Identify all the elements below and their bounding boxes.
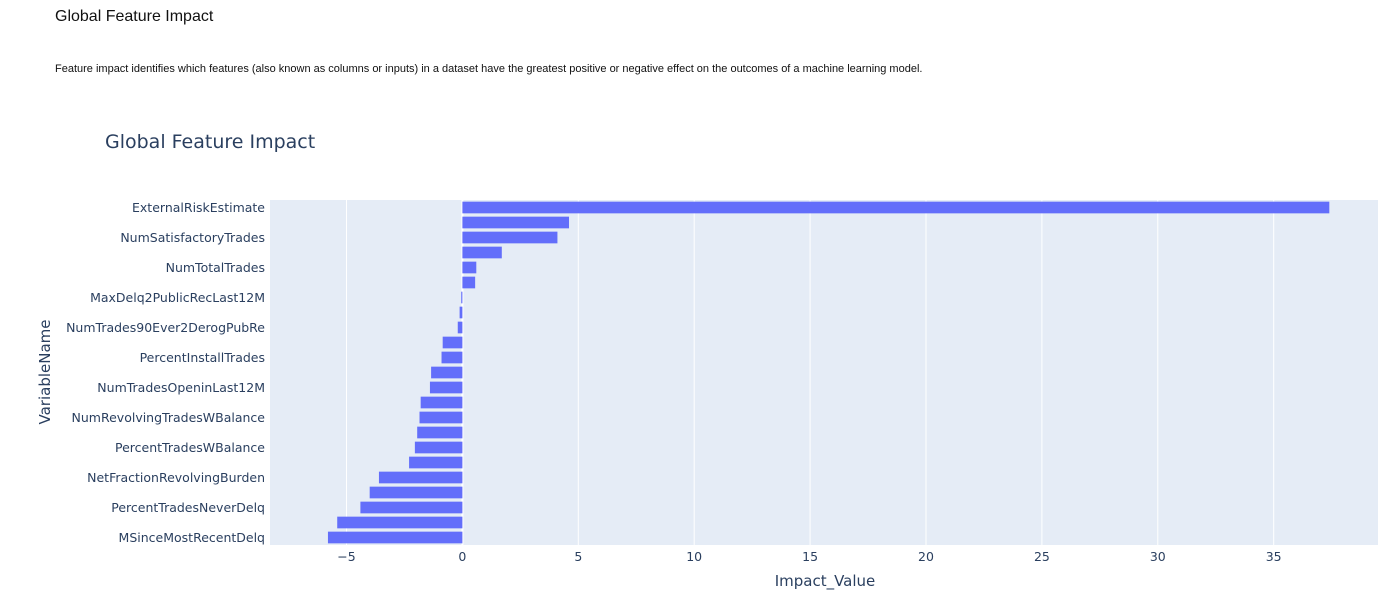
bar xyxy=(417,426,463,439)
bar xyxy=(337,516,463,529)
bar xyxy=(462,231,558,244)
bar xyxy=(409,456,463,469)
bar xyxy=(462,201,1330,214)
y-tick-label: NumTradesOpeninLast12M xyxy=(97,380,265,395)
y-tick-label: PercentTradesWBalance xyxy=(115,440,265,455)
x-tick-labels: −5 0 5 10 15 20 25 30 35 xyxy=(337,549,1281,564)
bars xyxy=(327,201,1330,544)
bar xyxy=(461,291,463,304)
y-axis-title: VariableName xyxy=(36,320,54,425)
bar xyxy=(360,501,463,514)
y-tick-labels: ExternalRiskEstimate NumSatisfactoryTrade… xyxy=(66,200,265,545)
bar xyxy=(420,396,463,409)
x-tick-label: 5 xyxy=(574,549,582,564)
y-tick-label: PercentInstallTrades xyxy=(140,350,265,365)
x-tick-label: 20 xyxy=(918,549,934,564)
x-tick-label: 0 xyxy=(458,549,466,564)
x-tick-label: 10 xyxy=(686,549,702,564)
x-tick-label: 15 xyxy=(802,549,818,564)
bar xyxy=(462,261,477,274)
y-tick-label: NumTotalTrades xyxy=(166,260,265,275)
bar xyxy=(459,306,463,319)
chart-title: Global Feature Impact xyxy=(105,131,315,153)
y-tick-label: ExternalRiskEstimate xyxy=(132,200,265,215)
y-tick-label: NumRevolvingTradesWBalance xyxy=(72,410,266,425)
bar xyxy=(441,351,463,364)
bar xyxy=(327,531,463,544)
bar xyxy=(378,471,463,484)
y-tick-label: MaxDelq2PublicRecLast12M xyxy=(90,290,265,305)
bar xyxy=(419,411,463,424)
bar xyxy=(462,276,476,289)
bar xyxy=(431,366,463,379)
x-tick-label: 25 xyxy=(1034,549,1050,564)
bar xyxy=(429,381,463,394)
y-tick-label: NumTrades90Ever2DerogPubRe xyxy=(66,320,265,335)
y-tick-label: PercentTradesNeverDelq xyxy=(111,500,265,515)
bar xyxy=(462,216,570,229)
x-tick-label: −5 xyxy=(337,549,355,564)
page-title: Global Feature Impact xyxy=(55,8,214,25)
x-axis-title: Impact_Value xyxy=(775,572,876,591)
bar xyxy=(457,321,463,334)
y-tick-label: NumSatisfactoryTrades xyxy=(120,230,265,245)
x-tick-label: 30 xyxy=(1150,549,1166,564)
bar xyxy=(369,486,463,499)
x-tick-label: 35 xyxy=(1266,549,1282,564)
y-tick-label: MSinceMostRecentDelq xyxy=(119,530,265,545)
page-description: Feature impact identifies which features… xyxy=(55,63,923,75)
y-tick-label: NetFractionRevolvingBurden xyxy=(87,470,265,485)
bar xyxy=(462,246,502,259)
bar xyxy=(442,336,463,349)
gridlines xyxy=(345,200,1275,545)
bar xyxy=(414,441,463,454)
